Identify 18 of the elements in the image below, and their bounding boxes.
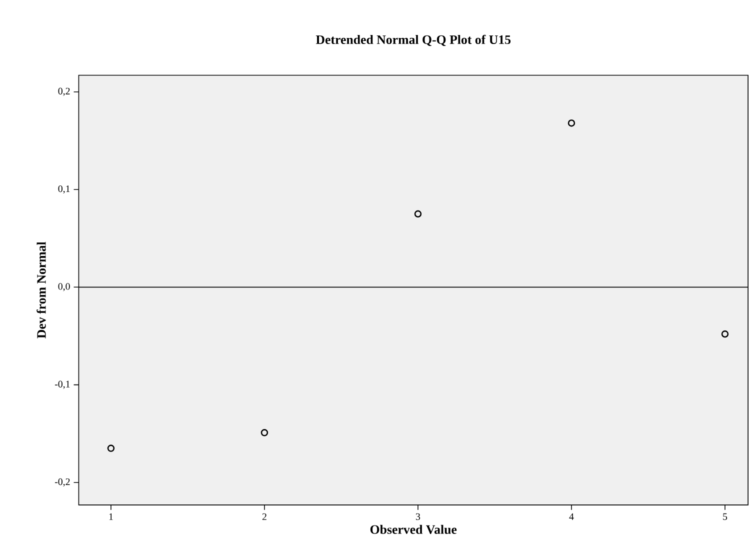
x-tick-label: 4 — [569, 513, 574, 520]
x-axis-title: Observed Value — [370, 524, 457, 534]
y-tick-label: 0,1 — [58, 185, 70, 194]
y-axis-title: Dev from Normal — [36, 242, 46, 338]
point — [107, 444, 115, 452]
point — [568, 119, 576, 126]
chart-title: Detrended Normal Q-Q Plot of U15 — [316, 34, 511, 46]
point — [414, 210, 422, 218]
x-tick-label: 1 — [109, 513, 113, 520]
x-tick-label: 2 — [262, 513, 266, 520]
x-tick-label: 3 — [416, 513, 420, 520]
y-tick-label: 0,2 — [58, 88, 70, 96]
point — [260, 428, 268, 436]
y-tick-label: -0,1 — [54, 380, 70, 389]
y-tick-label: -0,2 — [54, 478, 70, 486]
x-tick-label: 5 — [723, 513, 728, 520]
point — [721, 330, 729, 338]
y-tick-label: 0,0 — [58, 282, 70, 291]
